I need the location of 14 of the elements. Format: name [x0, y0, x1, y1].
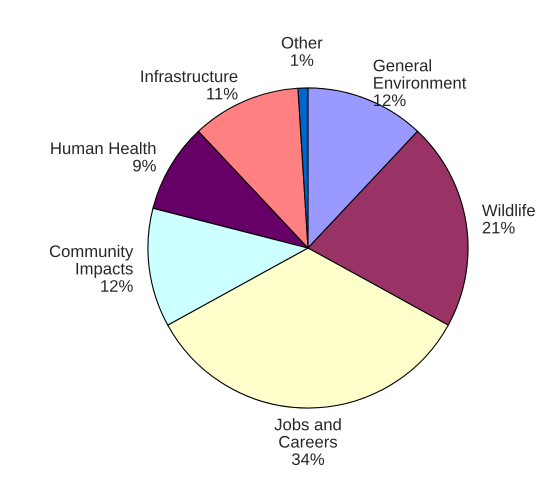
slice-label: Community Impacts — [50, 244, 134, 278]
data-label: 21% — [482, 222, 515, 234]
data-label: 34% — [292, 453, 324, 466]
slice-label: General Environment — [374, 59, 466, 89]
data-label: 11% — [207, 88, 238, 100]
slice-label: Other — [282, 36, 322, 49]
data-label: 12% — [101, 280, 133, 292]
data-label: 9% — [133, 160, 156, 172]
slice-label: Jobs and Careers — [274, 418, 341, 448]
data-label: 12% — [374, 94, 406, 106]
slice-label: Infrastructure — [141, 70, 238, 82]
data-label: 1% — [291, 54, 314, 66]
slice-label: Wildlife — [482, 204, 535, 216]
slice-label: Human Health — [51, 142, 156, 154]
